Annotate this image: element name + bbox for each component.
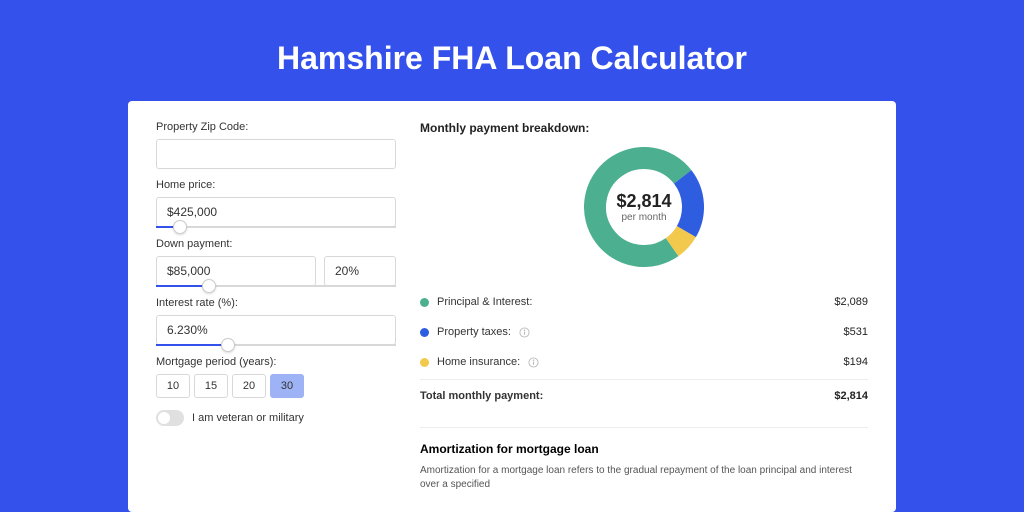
donut-sub: per month (621, 212, 666, 223)
veteran-toggle-knob (158, 412, 170, 424)
rate-label: Interest rate (%): (156, 297, 396, 309)
rate-slider-thumb[interactable] (221, 338, 235, 352)
legend-row: Principal & Interest: $2,089 (420, 287, 868, 317)
info-icon[interactable] (528, 357, 539, 368)
down-label: Down payment: (156, 238, 396, 250)
legend-label: Principal & Interest: (437, 296, 532, 308)
legend-value: $194 (844, 356, 868, 368)
donut-chart: $2,814 per month (584, 147, 704, 267)
legend-row: Property taxes: $531 (420, 317, 868, 347)
page-title: Hamshire FHA Loan Calculator (0, 0, 1024, 101)
inputs-column: Property Zip Code: Home price: Down paym… (156, 121, 396, 492)
legend-value: $531 (844, 326, 868, 338)
veteran-label: I am veteran or military (192, 412, 304, 424)
period-option-15[interactable]: 15 (194, 374, 228, 398)
legend-total: Total monthly payment: $2,814 (420, 379, 868, 411)
down-amount-input[interactable] (156, 256, 316, 286)
zip-field: Property Zip Code: (156, 121, 396, 169)
veteran-row: I am veteran or military (156, 410, 396, 426)
price-input[interactable] (156, 197, 396, 227)
period-field: Mortgage period (years): 10152030 (156, 356, 396, 398)
down-pct-input[interactable] (324, 256, 396, 286)
down-field: Down payment: (156, 238, 396, 287)
zip-label: Property Zip Code: (156, 121, 396, 133)
period-options: 10152030 (156, 374, 396, 398)
legend-total-label: Total monthly payment: (420, 390, 543, 402)
legend-row: Home insurance: $194 (420, 347, 868, 377)
legend-dot (420, 298, 429, 307)
breakdown-title: Monthly payment breakdown: (420, 121, 868, 135)
price-label: Home price: (156, 179, 396, 191)
zip-input[interactable] (156, 139, 396, 169)
calculator-card: Property Zip Code: Home price: Down paym… (128, 101, 896, 512)
price-field: Home price: (156, 179, 396, 228)
amortization-title: Amortization for mortgage loan (420, 427, 868, 456)
legend-label: Home insurance: (437, 356, 520, 368)
veteran-toggle[interactable] (156, 410, 184, 426)
period-label: Mortgage period (years): (156, 356, 396, 368)
rate-input[interactable] (156, 315, 396, 345)
donut-wrap: $2,814 per month (420, 147, 868, 267)
down-slider[interactable] (156, 285, 396, 287)
amortization-text: Amortization for a mortgage loan refers … (420, 464, 868, 492)
price-slider[interactable] (156, 226, 396, 228)
rate-slider[interactable] (156, 344, 396, 346)
breakdown-column: Monthly payment breakdown: $2,814 per mo… (420, 121, 868, 492)
info-icon[interactable] (519, 327, 530, 338)
period-option-10[interactable]: 10 (156, 374, 190, 398)
period-option-30[interactable]: 30 (270, 374, 304, 398)
down-slider-thumb[interactable] (202, 279, 216, 293)
donut-center: $2,814 per month (584, 147, 704, 267)
legend-dot (420, 358, 429, 367)
legend-dot (420, 328, 429, 337)
donut-amount: $2,814 (616, 191, 671, 212)
legend: Principal & Interest: $2,089 Property taxe… (420, 287, 868, 411)
price-slider-thumb[interactable] (173, 220, 187, 234)
rate-slider-fill (156, 344, 228, 346)
legend-label: Property taxes: (437, 326, 511, 338)
legend-total-value: $2,814 (834, 390, 868, 402)
period-option-20[interactable]: 20 (232, 374, 266, 398)
legend-value: $2,089 (834, 296, 868, 308)
rate-field: Interest rate (%): (156, 297, 396, 346)
